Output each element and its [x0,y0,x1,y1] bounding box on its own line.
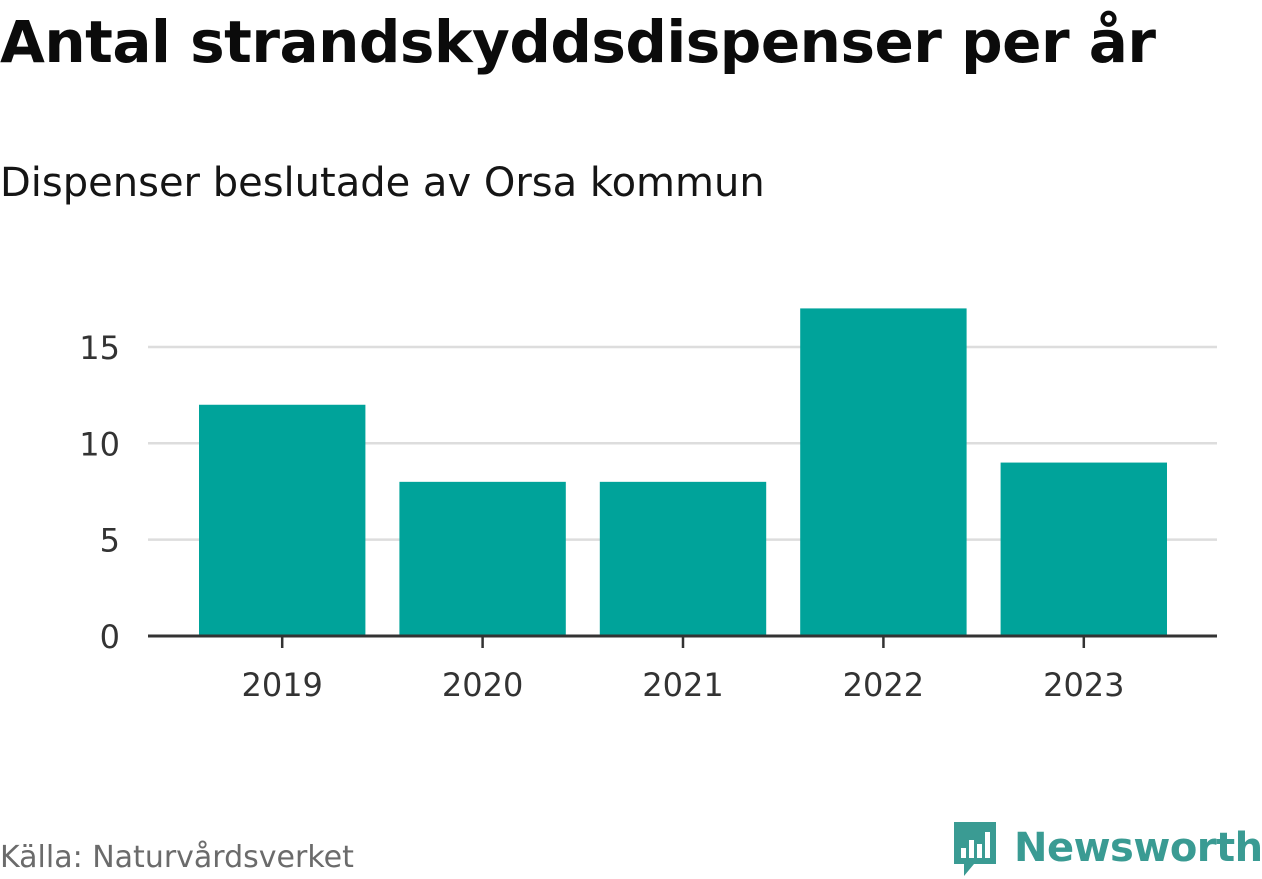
x-tick-label: 2022 [843,666,924,704]
y-tick-label: 10 [79,425,120,463]
bar-2019 [199,404,366,636]
y-tick-label: 5 [100,522,120,560]
y-tick-label: 15 [79,329,120,367]
chart-title: Antal strandskyddsdispenser per år [0,8,1156,76]
x-tick-label: 2020 [442,666,523,704]
brand-name: Newsworthy [1014,825,1262,871]
x-tick-label: 2019 [241,666,322,704]
chart-subtitle: Dispenser beslutade av Orsa kommun [0,160,765,206]
x-tick-label: 2023 [1043,666,1124,704]
source-note: Källa: Naturvårdsverket [0,840,354,875]
y-tick-label: 0 [100,618,120,656]
brand-logo: Newsworthy [950,818,1262,878]
bar-2021 [599,481,767,636]
bar-2023 [1000,462,1167,636]
x-tick-label: 2021 [642,666,723,704]
bar-2022 [800,308,967,636]
bar-2020 [399,481,566,636]
bar-chart-speech-bubble-icon [954,822,996,876]
